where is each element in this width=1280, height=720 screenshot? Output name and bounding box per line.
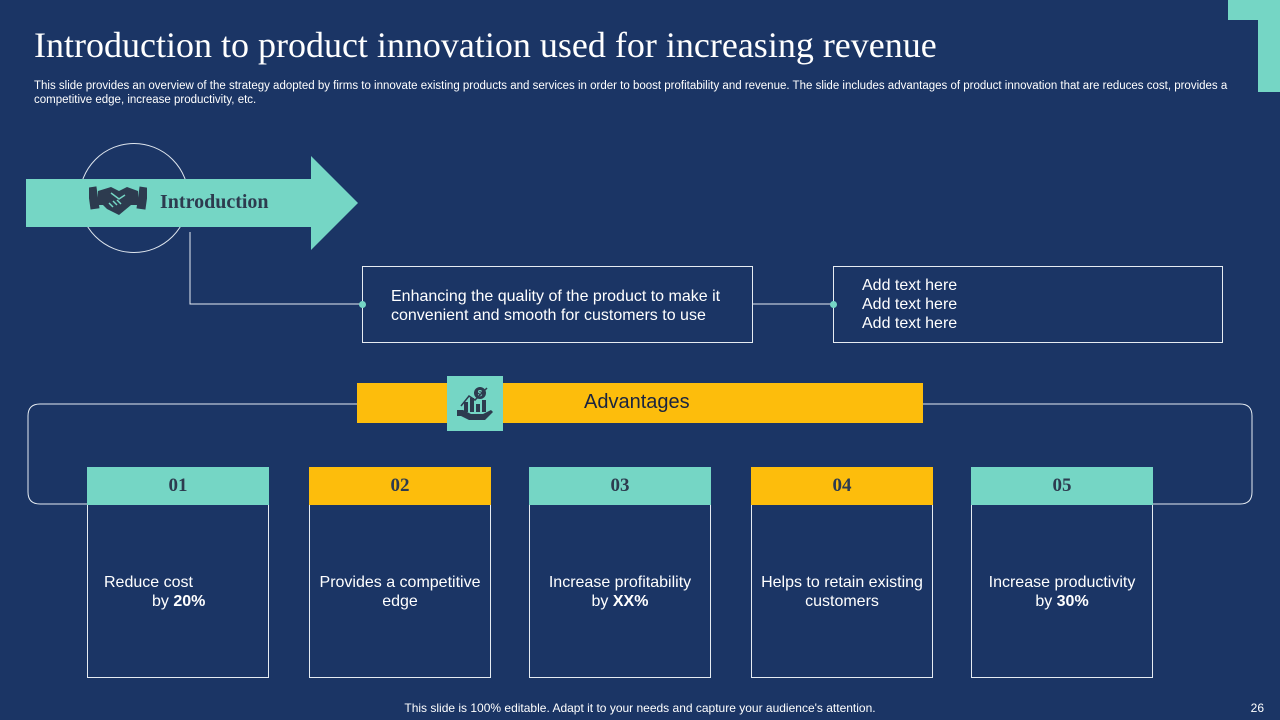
card-number: 05 [971, 467, 1153, 505]
card-text-value: 20% [173, 593, 206, 610]
placeholder-line: Add text here [862, 277, 958, 294]
card-text-line: Helps to retain existing [761, 574, 923, 591]
handshake-icon [89, 186, 147, 215]
intro-description-box: Enhancing the quality of the product to … [362, 266, 753, 343]
slide-subtitle: This slide provides an overview of the s… [34, 80, 1228, 106]
advantage-card: 01 Reduce cost by 20% [87, 467, 269, 678]
card-text-line2: by [152, 593, 174, 610]
svg-text:$: $ [478, 389, 483, 398]
advantages-icon-box: $ [447, 376, 503, 431]
footer-note: This slide is 100% editable. Adapt it to… [404, 701, 876, 715]
card-number: 04 [751, 467, 933, 505]
card-text: Provides a competitive edge [310, 573, 490, 611]
connector-dot [359, 301, 366, 308]
card-text-line2: edge [382, 593, 418, 610]
card-text-value: XX% [612, 593, 649, 610]
card-text-line: Reduce cost [104, 574, 193, 591]
intro-arrow [26, 156, 358, 250]
intro-description-text: Enhancing the quality of the product to … [391, 288, 721, 324]
card-text-line: Provides a competitive [319, 574, 481, 591]
card-text: Reduce cost by 20% [104, 573, 274, 611]
placeholder-line: Add text here [862, 315, 958, 332]
card-text: Increase productivity by 30% [972, 573, 1152, 611]
card-number: 01 [87, 467, 269, 505]
introduction-label: Introduction [160, 191, 269, 213]
slide-title: Introduction to product innovation used … [34, 25, 937, 65]
card-number: 03 [529, 467, 711, 505]
placeholder-line: Add text here [862, 296, 958, 313]
card-text-line: Increase productivity [988, 574, 1136, 591]
card-number: 02 [309, 467, 491, 505]
connector-dot [830, 301, 837, 308]
advantage-card: 05 Increase productivity by 30% [971, 467, 1153, 678]
advantage-card: 02 Provides a competitive edge [309, 467, 491, 678]
card-text-line2: by [591, 593, 613, 610]
placeholder-text-box: Add text here Add text here Add text her… [833, 266, 1223, 343]
card-text-line: Increase profitability [548, 574, 692, 591]
card-text: Helps to retain existing customers [752, 573, 932, 611]
advantage-card: 03 Increase profitability by XX% [529, 467, 711, 678]
card-text-value: 30% [1056, 593, 1089, 610]
card-text: Increase profitability by XX% [530, 573, 710, 611]
card-text-line2: customers [805, 593, 879, 610]
corner-decoration [1228, 0, 1280, 92]
page-number: 26 [1250, 701, 1264, 715]
advantage-card: 04 Helps to retain existing customers [751, 467, 933, 678]
revenue-growth-icon: $ [457, 387, 493, 420]
advantages-label: Advantages [584, 391, 690, 413]
card-text-line2: by [1035, 593, 1057, 610]
